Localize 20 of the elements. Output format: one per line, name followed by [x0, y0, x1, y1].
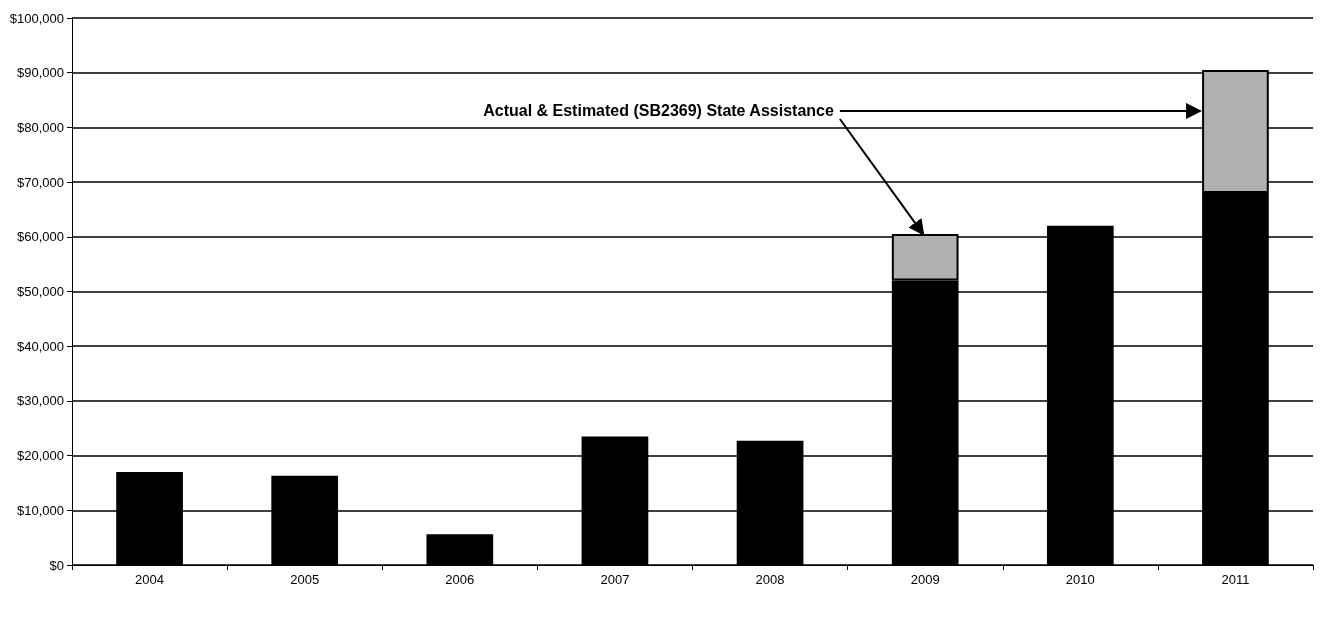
- x-tick-label: 2007: [600, 572, 630, 587]
- annotation: Actual & Estimated (SB2369) State Assistance: [483, 101, 834, 119]
- y-tick-label: $100,000: [9, 10, 64, 26]
- x-tick-label: 2006: [445, 572, 475, 587]
- y-tick-label: $0: [49, 557, 64, 573]
- x-tick-label: 2009: [910, 572, 940, 587]
- x-tick-label: 2005: [290, 572, 320, 587]
- x-tick-label: 2008: [755, 572, 785, 587]
- y-tick-label: $50,000: [17, 284, 64, 299]
- y-tick-label: $80,000: [17, 119, 64, 135]
- y-tick-label: $70,000: [17, 174, 64, 190]
- y-tick-label: $60,000: [17, 229, 64, 245]
- y-tick-label: $20,000: [17, 448, 64, 464]
- y-tick-label: $90,000: [17, 65, 64, 81]
- x-tick-label: 2004: [135, 572, 165, 587]
- x-tick-label: 2011: [1221, 572, 1250, 587]
- y-tick-label: $40,000: [17, 338, 64, 354]
- x-tick-label: 2010: [1065, 572, 1095, 587]
- y-tick-label: $30,000: [17, 393, 64, 409]
- y-tick-label: $10,000: [17, 502, 64, 518]
